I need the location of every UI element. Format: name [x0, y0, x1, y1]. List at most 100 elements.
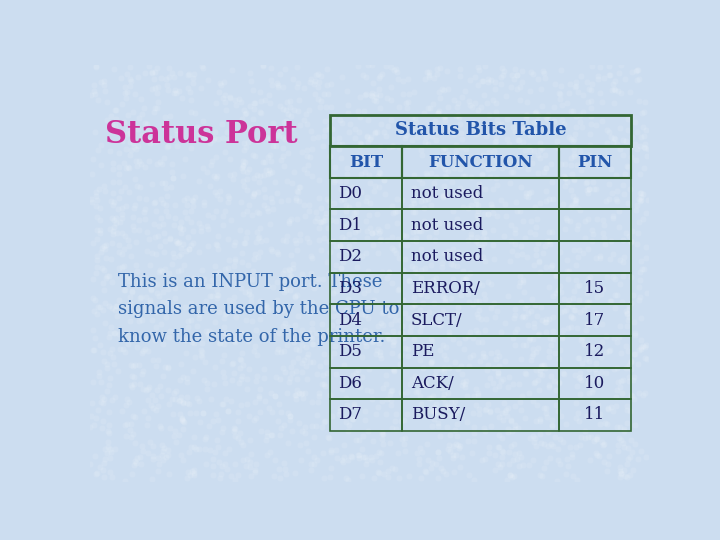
- Point: [167, 174, 179, 183]
- Point: [315, 97, 327, 106]
- Point: [634, 142, 646, 151]
- Point: [163, 333, 175, 341]
- Point: [341, 474, 352, 482]
- Point: [297, 281, 308, 290]
- Point: [343, 202, 354, 211]
- Point: [443, 444, 454, 453]
- Point: [463, 470, 474, 479]
- Point: [618, 427, 629, 435]
- Point: [539, 74, 550, 83]
- Point: [501, 475, 513, 484]
- Point: [631, 75, 643, 84]
- Point: [544, 334, 556, 342]
- Point: [267, 282, 279, 291]
- Point: [288, 106, 300, 114]
- Point: [312, 78, 324, 86]
- Point: [120, 232, 131, 241]
- Point: [151, 64, 163, 72]
- Point: [405, 202, 417, 211]
- Point: [258, 364, 269, 373]
- Point: [439, 294, 451, 302]
- Point: [598, 285, 609, 293]
- Point: [212, 286, 223, 294]
- Point: [349, 192, 361, 200]
- Point: [420, 196, 431, 205]
- Point: [387, 202, 398, 211]
- Point: [354, 383, 366, 391]
- Point: [117, 334, 128, 343]
- Point: [264, 91, 275, 99]
- Point: [436, 384, 448, 393]
- Point: [473, 65, 485, 74]
- Point: [426, 200, 437, 209]
- Point: [520, 192, 531, 200]
- Point: [318, 350, 330, 359]
- Point: [131, 182, 143, 191]
- Bar: [402, 178, 559, 210]
- Point: [326, 135, 338, 144]
- Point: [611, 363, 622, 372]
- Point: [537, 66, 549, 75]
- Point: [370, 159, 382, 168]
- Point: [480, 256, 491, 265]
- Point: [153, 460, 164, 468]
- Point: [211, 291, 222, 300]
- Point: [506, 71, 518, 79]
- Point: [520, 145, 531, 154]
- Point: [91, 310, 103, 319]
- Text: SLCT/: SLCT/: [411, 312, 462, 329]
- Point: [285, 362, 297, 371]
- Point: [430, 273, 441, 282]
- Point: [166, 159, 178, 168]
- Point: [228, 174, 239, 183]
- Point: [492, 369, 503, 377]
- Point: [130, 201, 141, 210]
- Point: [91, 202, 102, 211]
- Point: [117, 128, 128, 137]
- Point: [470, 385, 482, 394]
- Point: [538, 361, 549, 369]
- Point: [403, 276, 415, 285]
- Point: [614, 422, 626, 431]
- Point: [555, 308, 567, 316]
- Point: [530, 126, 541, 134]
- Point: [418, 217, 430, 225]
- Point: [127, 362, 139, 370]
- Point: [188, 442, 199, 451]
- Point: [546, 415, 557, 424]
- Point: [437, 151, 449, 159]
- Point: [188, 273, 199, 282]
- Point: [121, 202, 132, 211]
- Point: [536, 361, 548, 369]
- Point: [211, 98, 222, 107]
- Point: [312, 369, 323, 378]
- Point: [595, 368, 607, 376]
- Point: [284, 378, 295, 387]
- Point: [294, 456, 306, 464]
- Point: [185, 315, 197, 324]
- Point: [403, 275, 415, 284]
- Point: [87, 275, 99, 284]
- Point: [128, 143, 140, 151]
- Point: [388, 65, 400, 74]
- Point: [305, 466, 317, 475]
- Point: [258, 171, 270, 179]
- Point: [117, 263, 128, 272]
- Point: [531, 417, 542, 426]
- Point: [95, 161, 107, 170]
- Point: [531, 400, 542, 409]
- Point: [336, 378, 348, 387]
- Point: [439, 143, 451, 152]
- Point: [204, 395, 216, 403]
- Point: [246, 296, 257, 305]
- Point: [575, 118, 586, 126]
- Point: [598, 221, 610, 230]
- Text: D5: D5: [338, 343, 362, 360]
- Point: [171, 130, 183, 139]
- Point: [356, 187, 367, 196]
- Point: [320, 382, 331, 390]
- Point: [329, 342, 341, 350]
- Point: [130, 90, 141, 99]
- Point: [241, 400, 253, 408]
- Point: [581, 320, 593, 328]
